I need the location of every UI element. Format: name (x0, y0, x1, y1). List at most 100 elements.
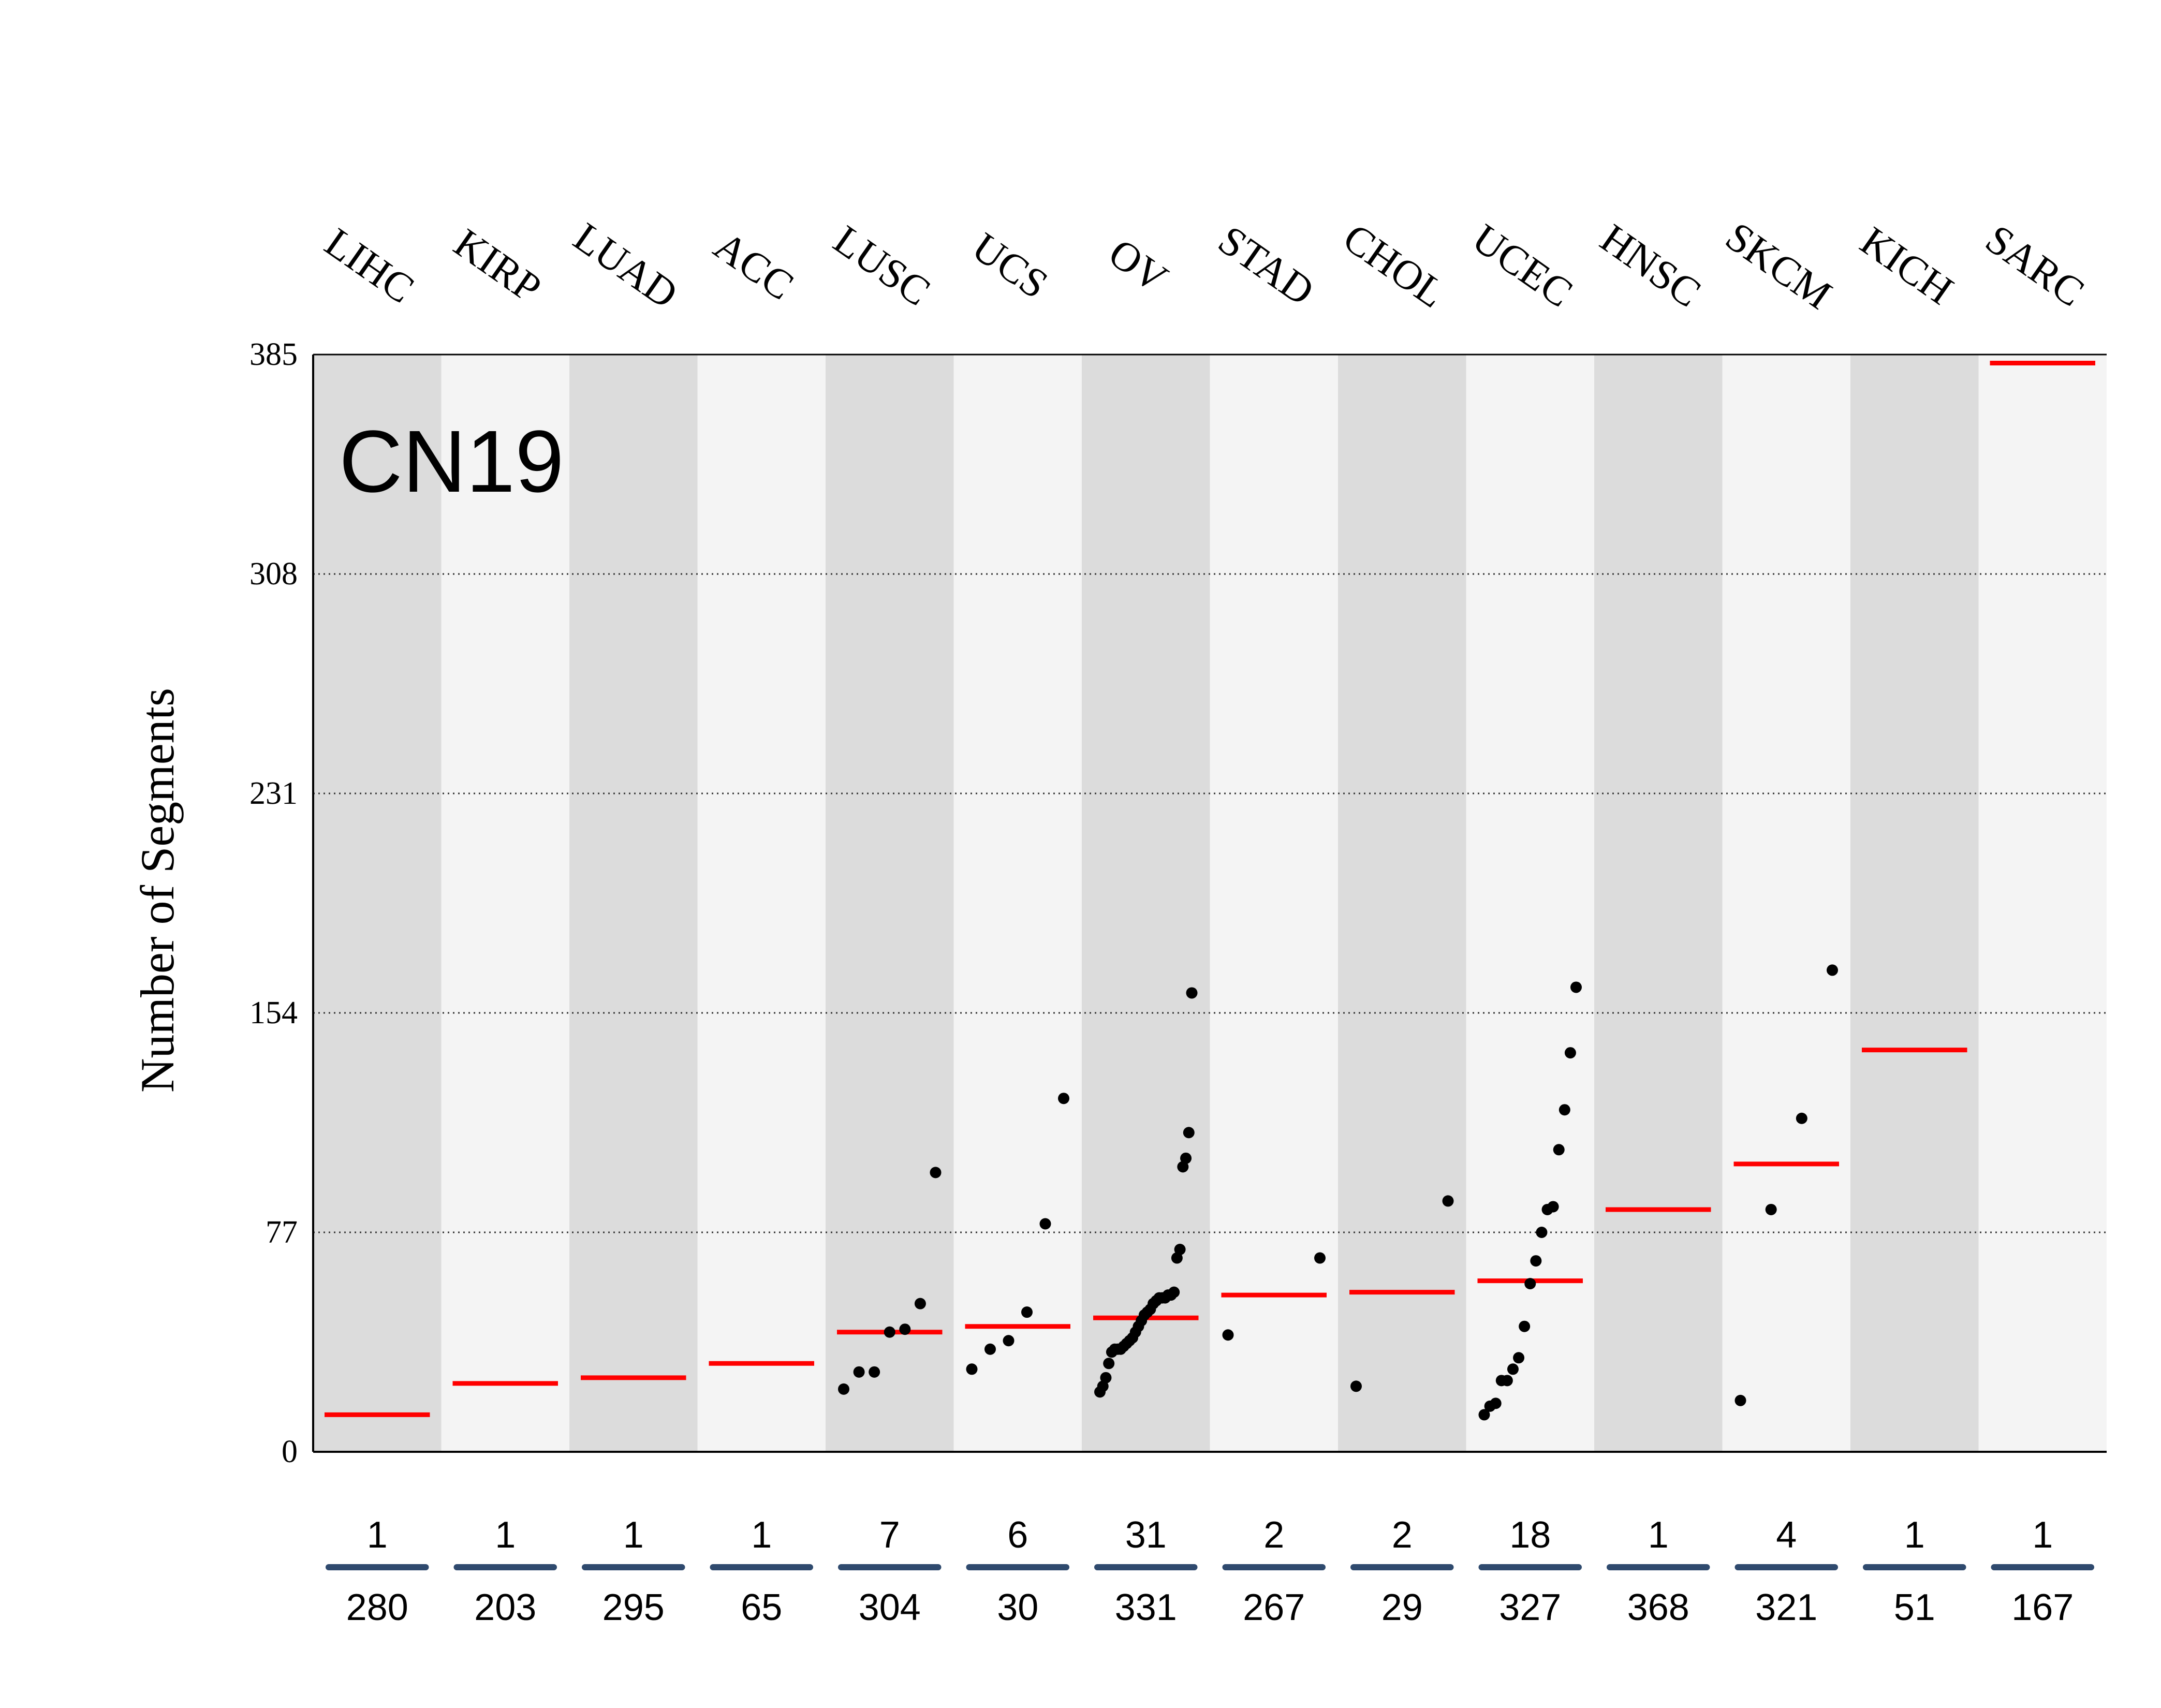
y-tick-label: 385 (249, 337, 298, 372)
count-top-kirp: 1 (495, 1514, 516, 1556)
grid-lines (313, 573, 2107, 1233)
category-bands (313, 355, 2107, 1452)
point-ov (1168, 1286, 1180, 1298)
point-lusc (914, 1298, 926, 1309)
point-ucs (984, 1343, 996, 1355)
count-bottom-chol: 29 (1381, 1587, 1423, 1628)
count-top-luad: 1 (623, 1514, 644, 1556)
point-ucec (1519, 1320, 1531, 1332)
category-label-ucs: UCS (964, 224, 1056, 307)
count-top-kich: 1 (1904, 1514, 1925, 1556)
band-acc (697, 355, 826, 1452)
point-ucec (1490, 1397, 1502, 1409)
point-ucec (1570, 981, 1582, 993)
category-labels: LIHC KIRP LUAD ACC LUSC UCS OV STAD CHOL UCEC HNSC… (317, 214, 2092, 318)
count-top-hnsc: 1 (1648, 1514, 1669, 1556)
point-ucec (1536, 1227, 1548, 1238)
count-top-chol: 2 (1392, 1514, 1413, 1556)
point-ov (1183, 1127, 1195, 1139)
count-bottom-kich: 51 (1894, 1587, 1935, 1628)
point-skcm (1734, 1394, 1746, 1406)
count-bottom-stad: 267 (1243, 1587, 1305, 1628)
count-bottom-lusc: 304 (859, 1587, 921, 1628)
count-bottom-hnsc: 368 (1627, 1587, 1689, 1628)
point-ucs (1003, 1335, 1015, 1347)
point-lusc (853, 1366, 865, 1378)
band-stad (1210, 355, 1338, 1452)
band-ucs (953, 355, 1082, 1452)
point-stad (1314, 1252, 1326, 1264)
point-lusc (838, 1383, 849, 1395)
band-sarc (1978, 355, 2107, 1452)
band-ucec (1466, 355, 1594, 1452)
point-skcm (1796, 1112, 1807, 1124)
count-top-ucec: 18 (1509, 1514, 1551, 1556)
sample-counts: 1 280 1 203 1 295 1 65 7 304 6 30 31 331 2 267 2 29 18 327 1… (326, 1514, 2094, 1628)
count-bottom-ucec: 327 (1499, 1587, 1561, 1628)
point-ov (1174, 1244, 1186, 1256)
count-top-ov: 31 (1125, 1514, 1167, 1556)
count-bottom-kirp: 203 (474, 1587, 536, 1628)
band-lihc (313, 355, 442, 1452)
point-ucec (1524, 1278, 1536, 1290)
band-ov (1082, 355, 1210, 1452)
category-label-lihc: LIHC (317, 219, 422, 312)
point-chol (1350, 1380, 1362, 1392)
y-tick-label: 308 (249, 556, 298, 592)
point-ucec (1513, 1352, 1525, 1364)
count-top-ucs: 6 (1007, 1514, 1028, 1556)
count-bottom-sarc: 167 (2011, 1587, 2074, 1628)
y-tick-label: 0 (282, 1434, 298, 1469)
data-points (838, 964, 1838, 1421)
count-top-skcm: 4 (1776, 1514, 1797, 1556)
y-tick-labels: 0 77 154 231 308 385 (249, 337, 298, 1469)
band-lusc (826, 355, 954, 1452)
count-bottom-ucs: 30 (997, 1587, 1038, 1628)
category-label-hnsc: HNSC (1592, 215, 1709, 316)
point-lusc (930, 1167, 942, 1179)
point-stad (1222, 1329, 1234, 1341)
point-lusc (884, 1326, 895, 1338)
category-label-chol: CHOL (1335, 215, 1453, 317)
band-hnsc (1594, 355, 1723, 1452)
category-label-skcm: SKCM (1717, 214, 1840, 318)
point-ucec (1547, 1201, 1559, 1213)
y-tick-label: 77 (266, 1215, 298, 1250)
point-ucec (1530, 1255, 1542, 1267)
count-top-acc: 1 (751, 1514, 772, 1556)
point-chol (1442, 1195, 1454, 1207)
category-label-acc: ACC (706, 223, 802, 308)
point-ucec (1507, 1363, 1519, 1375)
point-ucec (1559, 1104, 1570, 1116)
point-ov (1171, 1252, 1183, 1264)
point-ucec (1564, 1047, 1576, 1059)
point-ucs (1058, 1093, 1069, 1105)
point-ov (1100, 1372, 1112, 1383)
point-ov (1177, 1161, 1189, 1173)
point-ucec (1501, 1375, 1513, 1387)
category-label-stad: STAD (1210, 217, 1322, 315)
category-label-sarc: SARC (1977, 216, 2092, 316)
point-skcm (1827, 964, 1838, 976)
band-kich (1850, 355, 1979, 1452)
point-ov (1103, 1358, 1115, 1370)
category-label-kirp: KIRP (446, 220, 549, 312)
point-skcm (1765, 1203, 1777, 1215)
y-axis-label: Number of Segments (131, 688, 184, 1093)
count-bottom-luad: 295 (602, 1587, 665, 1628)
band-skcm (1722, 355, 1850, 1452)
point-ucs (966, 1363, 978, 1375)
count-bottom-ov: 331 (1115, 1587, 1177, 1628)
count-bottom-skcm: 321 (1755, 1587, 1817, 1628)
category-label-lusc: LUSC (826, 217, 938, 315)
panel-label: CN19 (339, 413, 564, 511)
count-top-stad: 2 (1263, 1514, 1284, 1556)
category-label-ucec: UCEC (1464, 215, 1581, 316)
point-ov (1186, 987, 1198, 999)
band-luad (569, 355, 698, 1452)
point-ucec (1553, 1144, 1565, 1156)
point-ov (1097, 1380, 1109, 1392)
point-ucs (1039, 1218, 1051, 1230)
y-tick-label: 231 (249, 776, 298, 811)
